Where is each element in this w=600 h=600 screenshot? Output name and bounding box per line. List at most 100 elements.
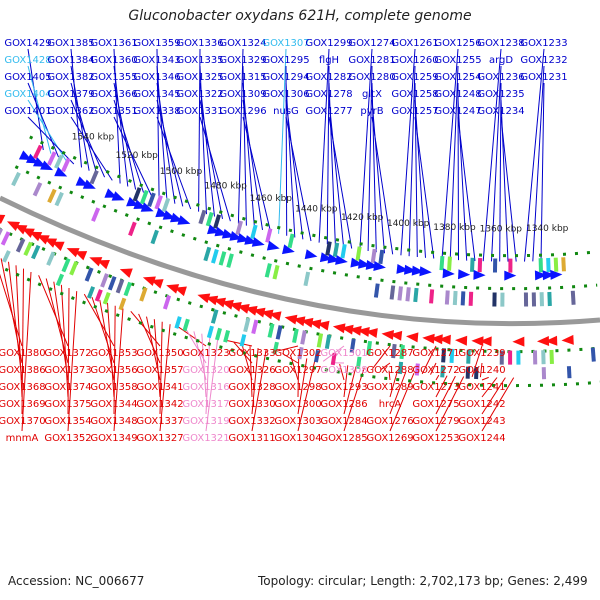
forward-gene-arrow bbox=[282, 244, 295, 255]
lower-feature-block bbox=[15, 238, 26, 253]
leader-line bbox=[21, 271, 32, 432]
lower-feature-block bbox=[366, 340, 373, 356]
leader-line bbox=[159, 324, 171, 432]
reverse-gene-arrow bbox=[389, 330, 403, 341]
reverse-gene-arrow bbox=[174, 286, 187, 297]
upper-feature-block bbox=[250, 224, 258, 240]
gene-label: GOX1358 bbox=[90, 382, 137, 393]
leader-line bbox=[70, 65, 90, 171]
upper-feature-block bbox=[203, 246, 212, 262]
ruler-label: 1380 kbp bbox=[433, 223, 476, 233]
gene-label: GOX1274 bbox=[348, 38, 395, 49]
lower-feature-block bbox=[324, 334, 332, 350]
upper-feature-block bbox=[47, 188, 57, 204]
lower-feature-block bbox=[115, 278, 125, 294]
genome-stats-text: Topology: circular; Length: 2,702,173 bp… bbox=[258, 574, 588, 588]
gene-label: GOX1286 bbox=[320, 399, 367, 410]
leader-line bbox=[285, 99, 304, 240]
gene-label: GOX1289 bbox=[366, 382, 413, 393]
leader-line bbox=[241, 344, 253, 381]
leader-line bbox=[185, 328, 207, 364]
gene-label: GOX1279 bbox=[412, 416, 459, 427]
gene-label: GOX1405 bbox=[4, 72, 51, 83]
gene-label: GOX1323 bbox=[182, 348, 229, 359]
gene-label: GOX1287 bbox=[366, 348, 413, 359]
gene-label: GOX1299 bbox=[305, 38, 352, 49]
reverse-gene-arrow bbox=[300, 317, 314, 328]
reverse-gene-arrow bbox=[44, 238, 58, 248]
gene-label: GOX1302 bbox=[274, 348, 321, 359]
leader-line bbox=[251, 349, 267, 432]
upper-feature-block bbox=[500, 292, 505, 307]
leader-line bbox=[435, 374, 440, 381]
forward-gene-arrow bbox=[266, 240, 280, 251]
leader-line bbox=[27, 82, 59, 158]
gene-label: GOX1353 bbox=[90, 348, 137, 359]
lower-feature-block bbox=[100, 273, 109, 288]
leader-line bbox=[159, 321, 163, 415]
gene-label: GOX1282 bbox=[305, 72, 352, 83]
leader-line bbox=[45, 278, 69, 364]
gene-label: GOX1366 bbox=[90, 89, 137, 100]
forward-gene-arrow bbox=[177, 215, 191, 225]
gene-label: GOX1233 bbox=[520, 38, 567, 49]
leader-line bbox=[70, 48, 82, 168]
leader-line bbox=[343, 365, 349, 398]
forward-gene-arrow bbox=[411, 265, 425, 276]
reverse-gene-arrow bbox=[308, 319, 322, 330]
leader-line bbox=[343, 367, 365, 432]
upper-feature-block bbox=[523, 292, 529, 307]
upper-feature-block bbox=[570, 290, 576, 305]
forward-gene-arrow bbox=[504, 270, 517, 281]
leader-line bbox=[532, 65, 545, 262]
upper-feature-block bbox=[546, 257, 551, 273]
gene-label: GOX1239 bbox=[458, 348, 505, 359]
forward-gene-arrow bbox=[40, 160, 54, 171]
gene-label: GOX1241 bbox=[458, 382, 505, 393]
gene-label: GOX1327 bbox=[136, 433, 183, 444]
forward-gene-arrow bbox=[550, 269, 563, 280]
gene-label: GOX1342 bbox=[136, 399, 183, 410]
gene-label: GOX1429 bbox=[4, 38, 51, 49]
gene-label: GOX1386 bbox=[0, 365, 46, 376]
gene-label: GOX1301 bbox=[320, 348, 367, 359]
leader-line bbox=[278, 48, 287, 234]
leader-line bbox=[205, 338, 219, 432]
gene-label: GOX1238 bbox=[477, 38, 524, 49]
gene-label: argD bbox=[489, 55, 513, 66]
upper-feature-block bbox=[508, 258, 513, 273]
upper-feature-block bbox=[213, 214, 222, 229]
leader-line bbox=[199, 99, 223, 219]
gene-label: GOX1298 bbox=[274, 382, 321, 393]
lower-feature-block bbox=[349, 338, 356, 354]
gene-label: GOX1244 bbox=[458, 433, 505, 444]
gene-label: GOX1232 bbox=[520, 55, 567, 66]
reverse-gene-arrow bbox=[96, 260, 110, 270]
gene-label: GOX1344 bbox=[90, 399, 137, 410]
gene-label: GOX1373 bbox=[44, 365, 91, 376]
leader-line bbox=[156, 116, 192, 210]
reverse-gene-arrow bbox=[74, 251, 88, 261]
genome-backbone bbox=[0, 195, 600, 327]
gene-label: GOX1273 bbox=[412, 382, 459, 393]
lower-feature-block bbox=[566, 366, 572, 379]
leader-line bbox=[328, 99, 345, 248]
gene-label: GOX1300 bbox=[274, 399, 321, 410]
gene-label: GOX1278 bbox=[305, 89, 352, 100]
leader-line bbox=[113, 65, 129, 187]
leader-line bbox=[199, 116, 231, 222]
upper-feature-block bbox=[561, 257, 566, 272]
leader-line bbox=[540, 82, 545, 262]
upper-feature-block bbox=[205, 211, 214, 227]
leader-line bbox=[297, 359, 316, 432]
leader-line bbox=[408, 65, 416, 257]
gene-label: GOX1261 bbox=[391, 38, 438, 49]
reverse-gene-arrow bbox=[381, 330, 394, 340]
lower-feature-block bbox=[541, 367, 547, 380]
gene-label: GOX1254 bbox=[434, 72, 481, 83]
upper-feature-block bbox=[397, 286, 403, 301]
lower-feature-block bbox=[0, 231, 11, 246]
upper-feature-block bbox=[54, 191, 64, 207]
upper-feature-block bbox=[389, 285, 396, 300]
